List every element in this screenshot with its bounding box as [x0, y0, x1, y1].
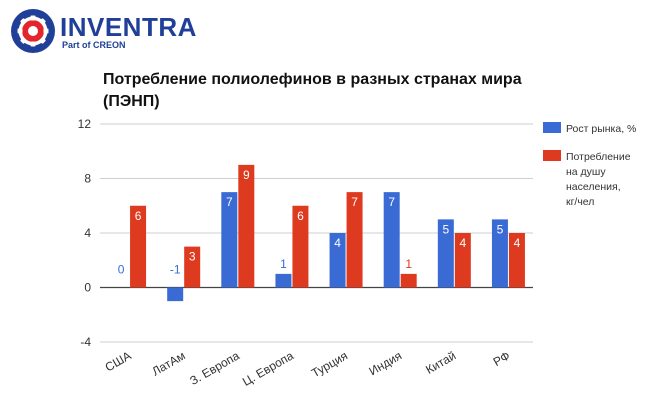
- bar: [167, 287, 184, 302]
- data-label: 0: [118, 263, 125, 277]
- bar: [383, 192, 400, 288]
- bar: [292, 205, 309, 288]
- data-label: 6: [297, 209, 304, 223]
- gear-logo-icon: [11, 9, 55, 53]
- bar: [454, 233, 471, 288]
- x-tick-label: РФ: [491, 348, 513, 369]
- data-label: 7: [351, 195, 358, 209]
- legend-label: Рост рынка, %: [566, 123, 636, 135]
- data-label: 3: [189, 250, 196, 264]
- data-label: 1: [280, 257, 287, 271]
- bar: [238, 164, 255, 288]
- y-tick-label: -4: [80, 335, 91, 349]
- bar: [275, 273, 292, 288]
- y-tick-label: 12: [78, 117, 92, 131]
- legend-label: на душу: [566, 166, 606, 178]
- y-tick-label: 8: [84, 172, 91, 186]
- x-tick-label: ЛатАм: [149, 348, 187, 378]
- data-label: 7: [226, 195, 233, 209]
- x-tick-label: Ц. Европа: [240, 348, 296, 389]
- bar: [437, 219, 454, 288]
- legend-label: кг/чел: [566, 196, 594, 208]
- bar: [184, 246, 201, 288]
- data-label: 6: [135, 209, 142, 223]
- bar: [221, 192, 238, 288]
- bar: [346, 192, 363, 288]
- data-label: 4: [334, 236, 341, 250]
- x-tick-label: З. Европа: [187, 348, 242, 388]
- data-label: 5: [442, 222, 449, 236]
- data-label: 7: [388, 195, 395, 209]
- x-tick-label: Китай: [423, 348, 458, 376]
- data-label: 1: [405, 257, 412, 271]
- legend-label: населения,: [566, 181, 621, 193]
- legend-label: Потребление: [566, 151, 631, 163]
- bar: [329, 233, 346, 288]
- brand-logo: INVENTRA Part of CREON: [8, 6, 198, 58]
- bar: [130, 205, 147, 288]
- data-label: -1: [170, 263, 181, 277]
- data-label: 5: [497, 222, 504, 236]
- chart-title: Потребление полиолефинов в разных страна…: [103, 71, 522, 110]
- legend-swatch: [543, 150, 561, 161]
- x-tick-label: Турция: [309, 348, 350, 380]
- brand-tagline: Part of CREON: [62, 40, 126, 50]
- y-tick-label: 4: [84, 226, 91, 240]
- x-tick-label: Индия: [366, 348, 404, 378]
- data-label: 9: [243, 168, 250, 182]
- x-tick-label: США: [103, 348, 134, 374]
- y-tick-label: 0: [84, 281, 91, 295]
- brand-name: INVENTRA: [60, 12, 197, 42]
- data-label: 4: [459, 236, 466, 250]
- bar: [508, 233, 525, 288]
- data-label: 4: [514, 236, 521, 250]
- bar: [491, 219, 508, 288]
- bar: [400, 273, 417, 288]
- legend-swatch: [543, 122, 561, 133]
